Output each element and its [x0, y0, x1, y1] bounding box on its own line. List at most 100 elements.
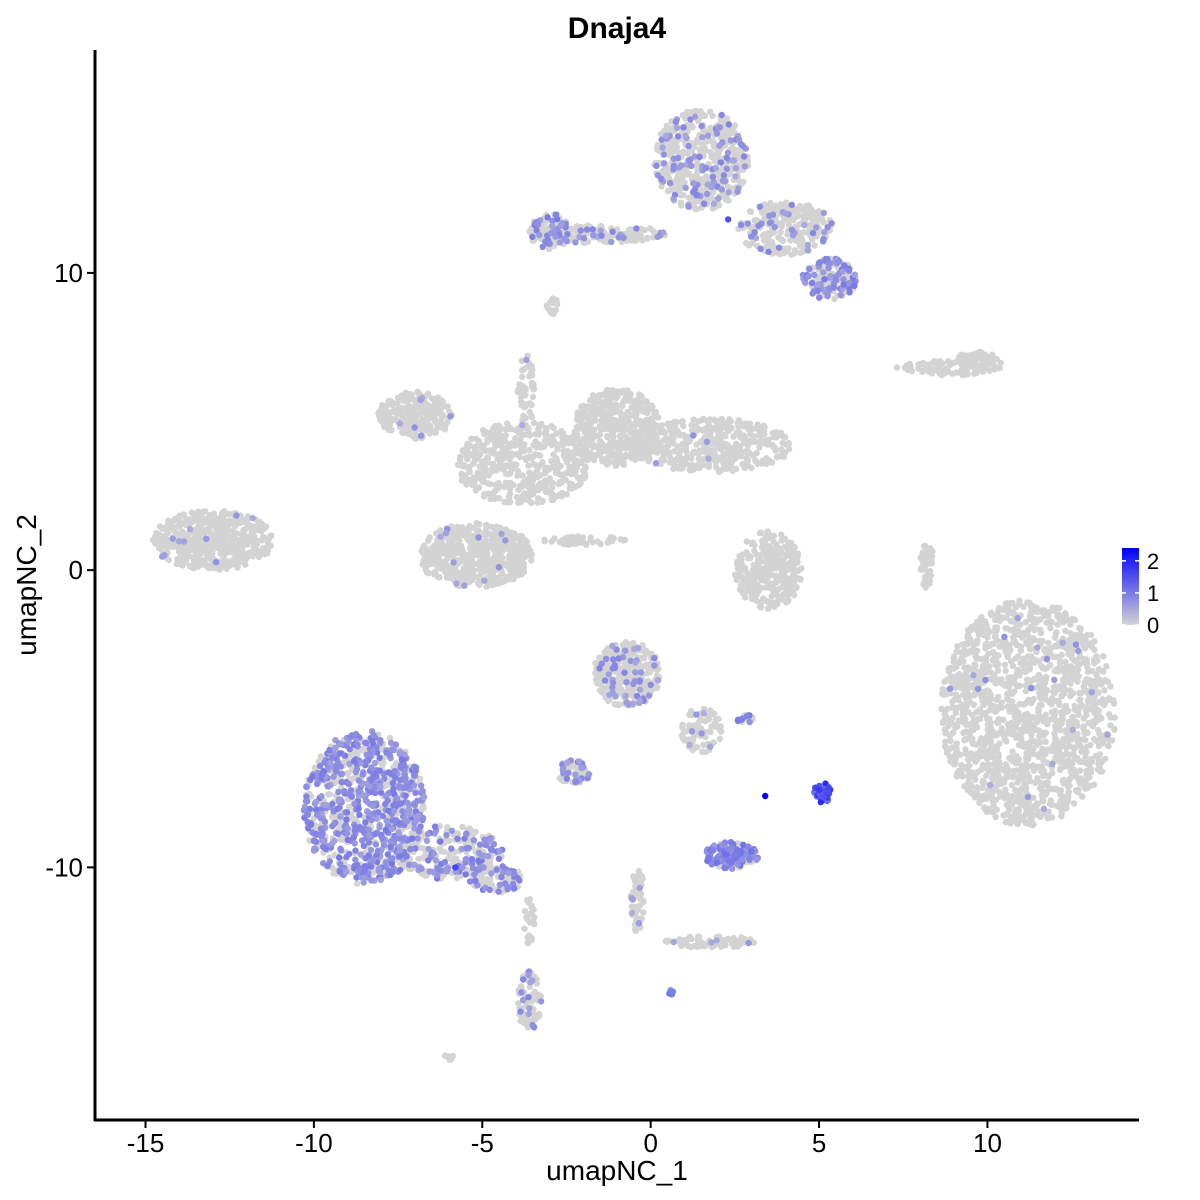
- cell-point: [497, 524, 504, 532]
- cell-point: [977, 618, 985, 625]
- cell-point: [1045, 612, 1052, 620]
- cell-point: [185, 544, 192, 551]
- cell-point: [223, 519, 231, 526]
- cell-point: [592, 411, 599, 419]
- cell-point: [577, 441, 584, 448]
- cell-point: [401, 429, 409, 436]
- cell-point: [1059, 713, 1066, 720]
- cell-point: [1001, 661, 1009, 668]
- cell-point: [1042, 729, 1050, 736]
- cell-point: [968, 783, 975, 790]
- cell-point: [967, 750, 975, 757]
- cell-point: [580, 467, 587, 474]
- cell-point: [757, 604, 765, 611]
- cell-point: [1024, 698, 1031, 705]
- cell-point: [966, 649, 973, 656]
- cell-point: [1052, 717, 1060, 724]
- cell-point: [1061, 758, 1068, 765]
- cell-point: [573, 464, 581, 471]
- cell-point: [986, 715, 993, 723]
- cell-point: [191, 513, 199, 521]
- cell-point: [990, 776, 997, 784]
- cell-point: [1023, 758, 1030, 765]
- cell-point: [1026, 739, 1034, 747]
- cell-point: [943, 745, 950, 752]
- cell-point: [994, 611, 1001, 619]
- cell-point: [434, 424, 441, 431]
- cell-point: [1065, 738, 1072, 745]
- cell-point: [595, 398, 602, 405]
- cell-point: [790, 548, 798, 555]
- cell-point: [1038, 662, 1045, 670]
- cell-point: [385, 418, 392, 426]
- cell-point: [250, 543, 257, 550]
- cell-point: [458, 545, 466, 553]
- cell-point: [1111, 726, 1118, 733]
- cell-point: [945, 668, 953, 675]
- cell-point: [767, 548, 774, 555]
- cell-point: [952, 709, 959, 717]
- cell-point: [207, 550, 214, 557]
- cell-point: [599, 414, 607, 421]
- cell-point: [1001, 794, 1009, 802]
- cell-point: [180, 511, 188, 518]
- cell-point: [974, 755, 981, 762]
- cell-point: [798, 565, 805, 572]
- cell-point: [964, 631, 972, 638]
- cell-point: [768, 593, 775, 600]
- cell-point: [535, 463, 542, 471]
- cell-point: [231, 544, 238, 551]
- cell-point: [402, 389, 410, 396]
- cell-point: [789, 578, 797, 585]
- cell-point: [421, 871, 428, 879]
- cell-point: [970, 722, 977, 729]
- cell-point: [580, 414, 587, 421]
- cell-point: [548, 496, 555, 504]
- cell-point: [1036, 752, 1043, 759]
- cell-point: [990, 640, 997, 647]
- cell-point: [426, 534, 433, 541]
- cell-point: [1044, 720, 1051, 728]
- cell-point: [574, 457, 581, 465]
- cell-point: [507, 479, 514, 487]
- cell-point: [1032, 626, 1040, 633]
- cell-point: [1008, 754, 1015, 761]
- cell-point: [1028, 610, 1035, 617]
- cell-point: [765, 534, 772, 542]
- cell-point: [1097, 734, 1104, 741]
- cell-point: [572, 449, 579, 456]
- cell-point: [939, 690, 946, 697]
- cell-point: [1080, 725, 1087, 732]
- cell-point: [492, 579, 499, 587]
- cell-point: [1055, 745, 1063, 752]
- cell-point: [781, 535, 789, 542]
- cell-point: [180, 551, 187, 558]
- cell-point: [778, 545, 785, 553]
- cell-point: [618, 686, 625, 693]
- cell-point: [563, 459, 571, 466]
- cell-point: [1062, 627, 1069, 634]
- cell-point: [244, 541, 251, 548]
- cell-point: [993, 719, 1001, 726]
- cell-point: [1028, 722, 1035, 729]
- cell-point: [196, 562, 203, 569]
- cell-point: [526, 469, 533, 476]
- cell-point: [470, 545, 477, 552]
- cell-point: [974, 637, 981, 644]
- cell-point: [563, 491, 571, 498]
- cell-point: [231, 523, 239, 530]
- cell-point: [156, 544, 163, 552]
- cell-point: [614, 388, 621, 395]
- cell-point: [1035, 658, 1042, 665]
- cell-point: [1075, 711, 1082, 718]
- cell-point: [979, 765, 987, 772]
- cell-point: [583, 443, 590, 450]
- cell-point: [780, 556, 787, 563]
- cell-point: [502, 431, 509, 439]
- cell-point: [249, 533, 257, 540]
- cell-point: [417, 844, 425, 851]
- cell-point: [553, 455, 560, 462]
- cell-point: [517, 1017, 524, 1025]
- cell-point: [1049, 769, 1056, 777]
- cell-point: [1086, 705, 1094, 713]
